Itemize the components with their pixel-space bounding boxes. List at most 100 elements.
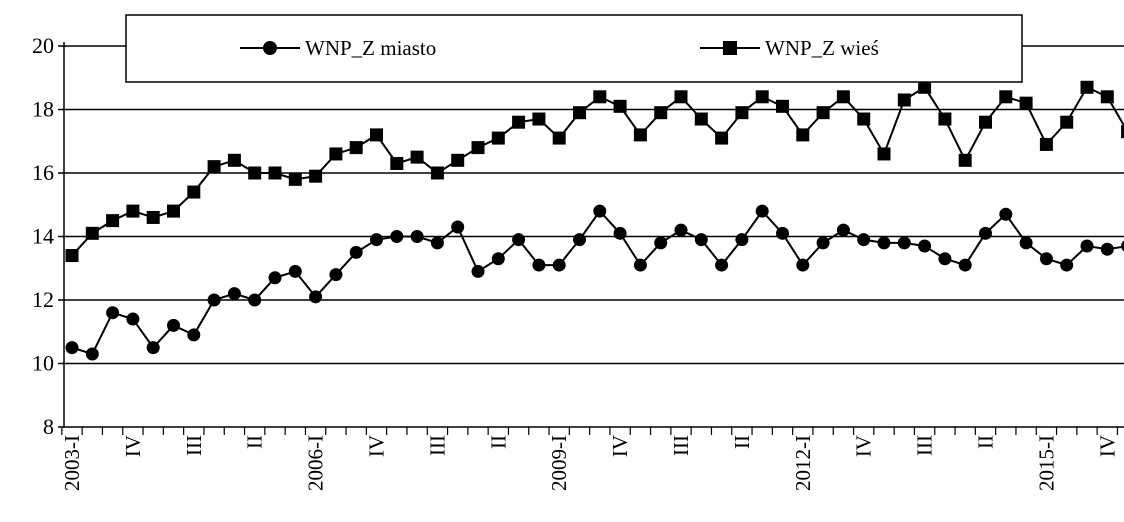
- y-tick-label: 10: [32, 351, 54, 376]
- data-point: [288, 172, 302, 186]
- x-tick-label: III: [182, 435, 206, 456]
- data-point: [694, 233, 708, 247]
- data-point: [552, 131, 566, 145]
- data-point: [451, 220, 465, 234]
- data-point: [65, 341, 79, 355]
- data-point: [126, 204, 140, 218]
- data-point: [755, 204, 769, 218]
- data-point: [85, 347, 99, 361]
- data-point: [836, 223, 850, 237]
- legend-marker-miasto: [263, 41, 277, 55]
- y-tick-label: 8: [43, 414, 54, 439]
- x-tick-label: II: [486, 435, 510, 449]
- x-tick-label: III: [913, 435, 937, 456]
- data-point: [146, 210, 160, 224]
- data-point: [715, 258, 729, 272]
- data-point: [1060, 258, 1074, 272]
- data-point: [390, 230, 404, 243]
- data-point: [451, 153, 465, 167]
- data-point: [857, 233, 871, 247]
- data-point: [268, 271, 282, 285]
- data-point: [65, 249, 79, 263]
- x-tick-label: 2009-I: [547, 435, 571, 491]
- data-point: [471, 141, 485, 155]
- data-point: [288, 264, 302, 278]
- data-point: [1080, 80, 1094, 94]
- data-point: [126, 312, 140, 326]
- legend: WNP_Z miasto WNP_Z wieś: [125, 14, 1023, 83]
- data-point: [1121, 240, 1124, 252]
- data-point: [207, 160, 221, 174]
- x-tick-label: III: [425, 435, 449, 456]
- x-tick-label: II: [243, 435, 267, 449]
- data-point: [187, 185, 201, 199]
- data-point: [268, 166, 282, 180]
- data-point: [633, 258, 647, 272]
- data-point: [735, 106, 749, 120]
- data-point: [248, 166, 262, 180]
- data-point: [654, 236, 668, 250]
- data-point: [1121, 125, 1124, 139]
- data-point: [735, 233, 749, 247]
- data-point: [1080, 239, 1094, 253]
- data-point: [755, 90, 769, 104]
- x-tick-label: II: [730, 435, 754, 449]
- x-tick-label: 2003-I: [60, 435, 84, 491]
- data-point: [146, 341, 160, 355]
- legend-marker-wies: [723, 41, 737, 55]
- data-point: [796, 128, 810, 142]
- data-point: [654, 106, 668, 120]
- data-point: [410, 150, 424, 164]
- data-point: [85, 226, 99, 240]
- y-tick-label: 20: [32, 33, 54, 58]
- data-point: [958, 258, 972, 272]
- data-point: [349, 245, 363, 259]
- x-tick-label: IV: [121, 435, 145, 457]
- data-point: [979, 115, 992, 129]
- y-tick-label: 12: [32, 287, 54, 312]
- data-point: [106, 214, 120, 228]
- data-point: [532, 258, 546, 272]
- x-tick-label: IV: [365, 435, 389, 457]
- data-point: [491, 252, 505, 266]
- x-tick-label: 2015-I: [1034, 435, 1058, 491]
- data-point: [1100, 242, 1114, 256]
- data-point: [491, 131, 505, 145]
- data-point: [1039, 252, 1053, 266]
- x-axis-ticks: 2003-I IV III II 2006-I IV III II 2009-I IV III II 2…: [60, 427, 1119, 491]
- data-point: [1100, 90, 1114, 104]
- data-point: [430, 236, 444, 250]
- data-point: [816, 106, 830, 120]
- y-tick-label: 14: [32, 224, 54, 249]
- data-point: [816, 236, 830, 250]
- data-point: [329, 268, 343, 282]
- x-tick-label: IV: [852, 435, 876, 457]
- data-point: [938, 252, 952, 266]
- data-point: [370, 128, 383, 142]
- data-point: [877, 236, 891, 250]
- data-point: [918, 80, 932, 94]
- data-point: [430, 166, 444, 180]
- data-point: [1019, 96, 1033, 110]
- x-tick-label: IV: [608, 435, 632, 457]
- data-point: [938, 112, 952, 126]
- data-point: [918, 239, 932, 253]
- data-point: [471, 264, 485, 278]
- data-point: [309, 169, 323, 183]
- series-line: [71, 85, 1124, 257]
- data-point: [999, 90, 1013, 104]
- data-point: [532, 112, 546, 126]
- series-miasto: [65, 204, 1124, 361]
- data-point: [613, 226, 627, 240]
- data-point: [694, 112, 708, 126]
- y-tick-label: 18: [32, 97, 54, 122]
- data-point: [715, 131, 729, 145]
- data-point: [836, 90, 850, 104]
- x-tick-label: 2012-I: [791, 435, 815, 491]
- data-point: [999, 207, 1013, 221]
- data-point: [309, 290, 323, 304]
- data-point: [370, 233, 383, 247]
- legend-label-wies: WNP_Z wieś: [765, 36, 879, 60]
- x-tick-label: III: [669, 435, 693, 456]
